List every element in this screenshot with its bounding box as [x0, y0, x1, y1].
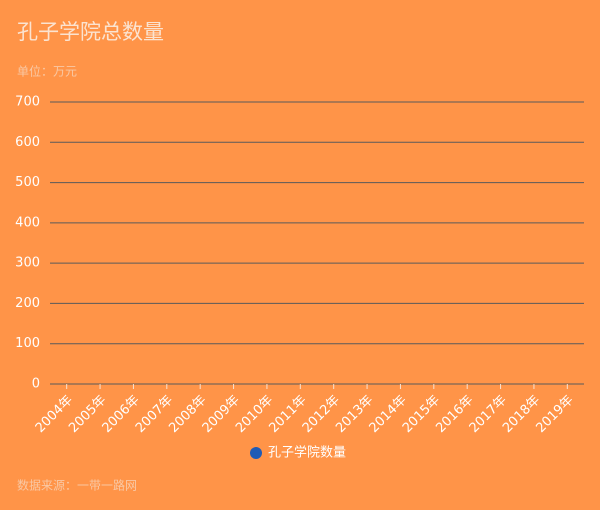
y-tick-label: 600	[15, 135, 40, 150]
y-tick-label: 700	[15, 95, 40, 110]
source-note: 数据来源：一带一路网	[17, 478, 137, 493]
y-tick-label: 400	[15, 215, 40, 230]
chart-title: 孔子学院总数量	[17, 20, 164, 44]
y-tick-label: 200	[15, 296, 40, 311]
legend-swatch	[250, 447, 262, 459]
chart-subtitle: 单位：万元	[17, 64, 77, 79]
y-tick-label: 0	[32, 377, 40, 392]
legend-label: 孔子学院数量	[268, 445, 346, 461]
y-tick-label: 300	[15, 256, 40, 271]
y-tick-label: 100	[15, 336, 40, 351]
y-tick-label: 500	[15, 175, 40, 190]
